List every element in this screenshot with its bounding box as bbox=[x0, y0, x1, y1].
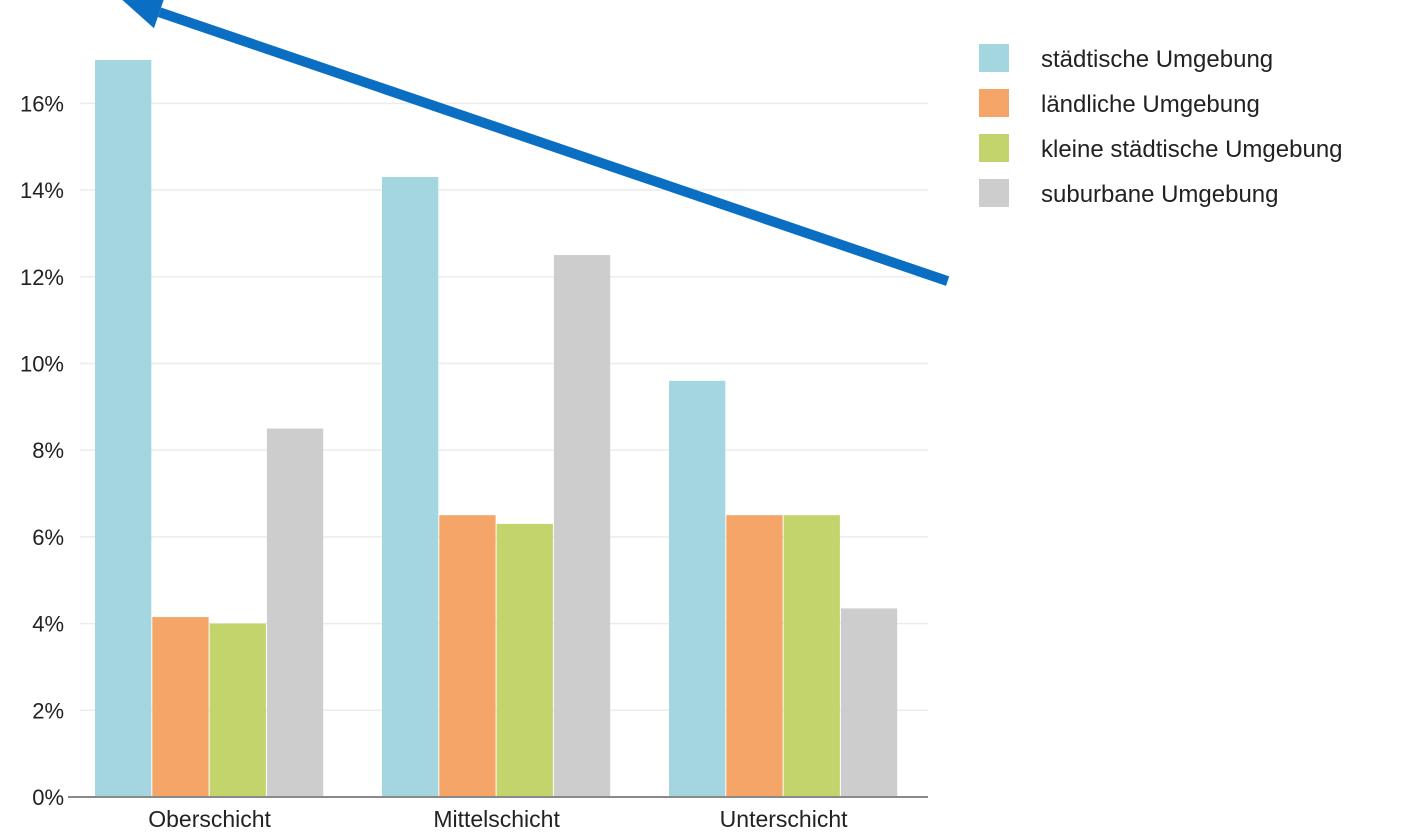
y-tick-label: 6% bbox=[32, 525, 64, 550]
bar bbox=[840, 608, 898, 797]
bar bbox=[439, 515, 496, 797]
legend-swatch bbox=[979, 179, 1009, 207]
y-axis-ticks: 0% 2% 4% 6% 8% 10% 12% 14% 16% bbox=[20, 91, 64, 810]
x-tick-label: Unterschicht bbox=[720, 806, 848, 832]
bar bbox=[496, 523, 553, 797]
bar bbox=[726, 515, 783, 797]
y-tick-label: 16% bbox=[20, 91, 64, 116]
trend-arrow-head bbox=[122, 0, 164, 29]
x-tick-label: Oberschicht bbox=[148, 806, 271, 832]
legend-label: städtische Umgebung bbox=[1041, 46, 1273, 73]
legend-swatch bbox=[979, 89, 1009, 117]
y-tick-label: 0% bbox=[32, 785, 64, 810]
bar bbox=[553, 255, 611, 797]
y-tick-label: 2% bbox=[32, 698, 64, 723]
y-tick-label: 8% bbox=[32, 438, 64, 463]
bars bbox=[95, 60, 898, 797]
bar bbox=[209, 623, 266, 797]
bar bbox=[382, 177, 439, 797]
annotation bbox=[122, 0, 950, 286]
legend-label: kleine städtische Umgebung bbox=[1041, 136, 1343, 163]
legend-swatch bbox=[979, 44, 1009, 72]
legend-label: suburbane Umgebung bbox=[1041, 181, 1279, 208]
x-tick-label: Mittelschicht bbox=[433, 806, 560, 832]
legend-swatch bbox=[979, 134, 1009, 162]
trend-arrow-shaft bbox=[157, 7, 950, 286]
bar bbox=[783, 515, 840, 797]
legend: städtische Umgebung ländliche Umgebung kle… bbox=[979, 44, 1343, 208]
legend-label: ländliche Umgebung bbox=[1041, 91, 1260, 118]
y-tick-label: 10% bbox=[20, 351, 64, 376]
y-tick-label: 12% bbox=[20, 265, 64, 290]
bar bbox=[95, 60, 152, 797]
bar bbox=[152, 617, 209, 797]
bar bbox=[669, 380, 726, 797]
y-tick-label: 4% bbox=[32, 612, 64, 637]
x-axis-labels: Oberschicht Mittelschicht Unterschicht bbox=[148, 806, 848, 832]
bar bbox=[266, 428, 324, 797]
y-tick-label: 14% bbox=[20, 178, 64, 203]
